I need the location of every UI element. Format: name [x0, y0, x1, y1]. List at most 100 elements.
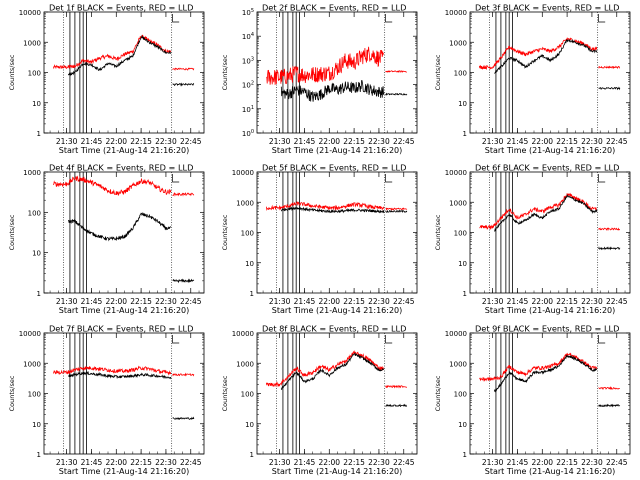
series-lld-tail: [385, 207, 408, 211]
panel-title: Det 2f BLACK = Events, RED = LLD: [262, 3, 406, 13]
y-tick-label: 100: [28, 391, 41, 399]
y-tick-label: 100: [242, 129, 254, 138]
series-lld-line: [266, 46, 384, 85]
series-lld-tail: [172, 67, 195, 71]
y-axis-label: Counts/sec: [434, 375, 442, 411]
y-tick-label: 10: [32, 421, 41, 429]
y-axis-label: Counts/sec: [434, 214, 442, 250]
panel-title: Det 9f BLACK = Events, RED = LLD: [475, 324, 619, 334]
y-tick-label: 104: [242, 32, 254, 41]
x-tick-label: 22:15: [343, 297, 365, 306]
plot-frame: [256, 332, 418, 455]
detector-panel-3: Det 3f BLACK = Events, RED = LLD 1 10 100 10…: [434, 3, 631, 155]
x-tick-label: 21:30: [269, 297, 291, 306]
y-tick-label: 1: [37, 451, 41, 459]
detector-panel-4: Det 4f BLACK = Events, RED = LLD 1 10 100 10…: [8, 163, 205, 315]
y-axis-label: Counts/sec: [434, 54, 442, 90]
y-tick-label: 1000: [449, 199, 467, 207]
x-tick-label: 21:30: [56, 137, 78, 146]
y-tick-label: 1: [463, 130, 467, 138]
panel-title: Det 8f BLACK = Events, RED = LLD: [262, 324, 406, 334]
y-tick-label: 1000: [23, 39, 41, 47]
series-events-tail: [598, 86, 621, 91]
x-tick-label: 21:30: [482, 297, 504, 306]
x-tick-label: 21:30: [269, 458, 291, 467]
x-tick-label: 22:45: [606, 137, 628, 146]
x-tick-label: 22:45: [393, 458, 415, 467]
x-tick-label: 22:00: [531, 458, 553, 467]
x-tick-label: 21:30: [269, 137, 291, 146]
series-lld-line: [479, 352, 598, 382]
series-events-tail: [385, 209, 408, 213]
y-tick-label: 100: [454, 230, 467, 238]
bracket-mark: [172, 335, 180, 344]
x-axis-label: Start Time (21-Aug-14 21:16:20): [272, 306, 403, 315]
x-axis-label: Start Time (21-Aug-14 21:16:20): [485, 306, 616, 315]
x-axis-label: Start Time (21-Aug-14 21:16:20): [485, 146, 616, 155]
x-tick-label: 21:30: [482, 458, 504, 467]
x-tick-label: 22:45: [606, 297, 628, 306]
series-lld-tail: [172, 192, 195, 197]
y-tick-label: 10: [458, 100, 467, 108]
y-tick-label: 10000: [232, 330, 254, 338]
series-lld-line: [479, 36, 598, 71]
series-lld-line: [266, 201, 385, 212]
x-tick-label: 22:15: [343, 137, 365, 146]
x-tick-label: 22:00: [531, 137, 553, 146]
x-tick-label: 21:45: [507, 137, 529, 146]
y-tick-label: 10: [458, 260, 467, 268]
x-tick-label: 22:00: [531, 297, 553, 306]
detector-panel-2: Det 2f BLACK = Events, RED = LLD 100 101 10…: [221, 3, 418, 155]
plot-frame: [469, 171, 631, 294]
detector-panel-9: Det 9f BLACK = Events, RED = LLD 1 10 100 10…: [434, 324, 631, 476]
series-events-line: [494, 39, 598, 74]
y-axis-label: Counts/sec: [221, 214, 229, 250]
series-lld-tail: [385, 384, 407, 389]
y-tick-label: 1: [463, 451, 467, 459]
y-tick-label: 1: [37, 290, 41, 298]
y-tick-label: 10000: [232, 169, 254, 177]
bracket-mark: [172, 174, 180, 183]
x-axis-label: Start Time (21-Aug-14 21:16:20): [485, 467, 616, 476]
series-lld-tail: [385, 69, 408, 73]
y-tick-label: 1000: [236, 199, 254, 207]
x-tick-label: 21:45: [294, 458, 316, 467]
x-tick-label: 22:15: [556, 458, 578, 467]
bracket-mark: [385, 14, 393, 23]
y-tick-label: 1: [250, 290, 254, 298]
detector-panel-6: Det 6f BLACK = Events, RED = LLD 1 10 100 10…: [434, 163, 631, 315]
x-tick-label: 22:30: [581, 458, 603, 467]
series-lld-tail: [598, 65, 620, 70]
bracket-mark: [598, 174, 606, 183]
x-tick-label: 22:15: [130, 297, 152, 306]
detector-panel-1: Det 1f BLACK = Events, RED = LLD 1 10 100 10…: [8, 3, 205, 155]
x-tick-label: 22:00: [318, 137, 340, 146]
detector-panel-7: Det 7f BLACK = Events, RED = LLD 1 10 100 10…: [8, 324, 205, 476]
y-tick-label: 1: [37, 130, 41, 138]
x-tick-label: 22:30: [581, 137, 603, 146]
x-axis-label: Start Time (21-Aug-14 21:16:20): [59, 467, 190, 476]
y-tick-label: 100: [28, 209, 41, 217]
series-lld-line: [479, 192, 597, 230]
x-tick-label: 22:30: [368, 458, 390, 467]
y-tick-label: 1000: [449, 360, 467, 368]
y-tick-label: 100: [28, 70, 41, 78]
y-tick-label: 10: [458, 421, 467, 429]
x-tick-label: 21:45: [81, 297, 103, 306]
x-tick-label: 22:15: [343, 458, 365, 467]
plot-frame: [43, 11, 205, 134]
y-tick-label: 100: [454, 391, 467, 399]
y-tick-label: 1000: [449, 39, 467, 47]
y-tick-label: 1: [250, 451, 254, 459]
x-axis-label: Start Time (21-Aug-14 21:16:20): [59, 146, 190, 155]
panel-title: Det 4f BLACK = Events, RED = LLD: [49, 163, 193, 173]
y-tick-label: 101: [242, 105, 254, 114]
x-tick-label: 22:45: [180, 458, 202, 467]
y-axis-label: Counts/sec: [8, 214, 16, 250]
y-tick-label: 100: [241, 230, 254, 238]
plot-frame: [43, 332, 205, 455]
series-events-line: [280, 80, 385, 102]
detector-panel-5: Det 5f BLACK = Events, RED = LLD 1 10 100 10…: [221, 163, 418, 315]
y-tick-label: 10000: [19, 9, 41, 17]
